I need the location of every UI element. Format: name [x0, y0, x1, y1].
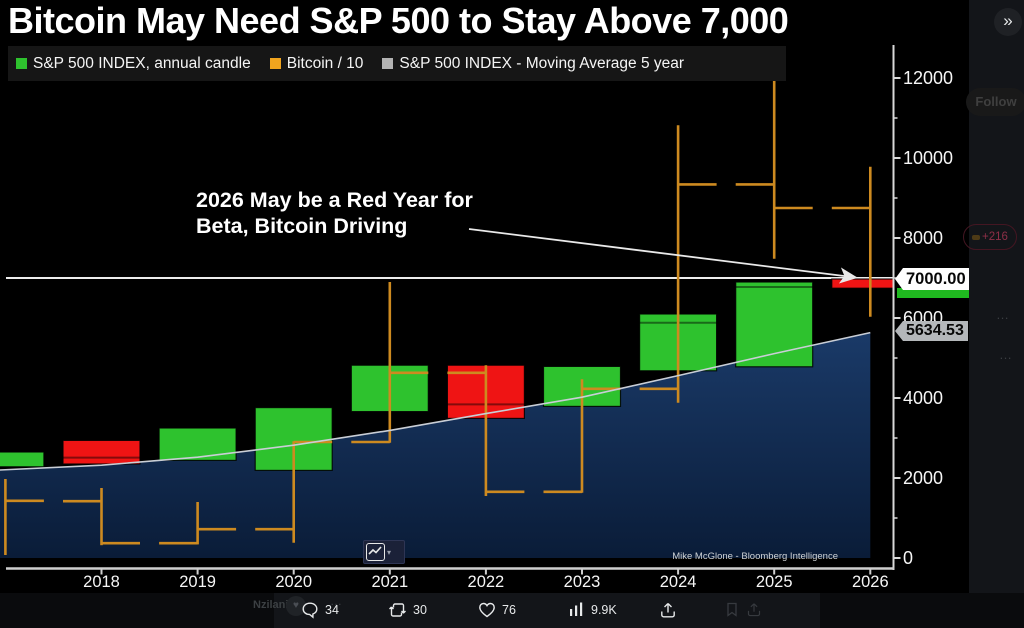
share-button-dimmed[interactable]: [746, 601, 762, 618]
legend-label: Bitcoin / 10: [286, 54, 364, 72]
username-fragment: Nzilani6: [253, 599, 295, 611]
annotation-arrow: [468, 228, 858, 284]
repost-icon: [389, 603, 406, 617]
more-options-icon[interactable]: …: [999, 347, 1013, 362]
next-image-button[interactable]: »: [994, 8, 1022, 36]
grok-badge-count: +216: [982, 231, 1008, 243]
sp500-candle-2018: [62, 439, 141, 465]
reply-button[interactable]: 34: [301, 601, 339, 619]
chart-annotation: 2026 May be a Red Year for Beta, Bitcoin…: [196, 187, 473, 239]
follow-button[interactable]: Follow: [966, 88, 1024, 116]
dimmed-page-bottom-strip: [0, 593, 1024, 628]
share-icon: [661, 603, 675, 618]
x-tick-label: 2019: [179, 573, 216, 591]
reply-count: 34: [325, 603, 339, 617]
bookmark-icon: [727, 602, 737, 617]
legend-item-bitcoin: Bitcoin / 10: [269, 54, 364, 73]
moving-average-line: [0, 331, 871, 471]
bookmark-button[interactable]: [724, 601, 740, 618]
chart-title: Bitcoin May Need S&P 500 to Stay Above 7…: [8, 0, 789, 41]
legend-label: S&P 500 INDEX, annual candle: [33, 54, 251, 72]
x-tick-label: 2021: [371, 573, 408, 591]
heart-icon: [479, 602, 495, 618]
x-tick-label: 2023: [564, 573, 601, 591]
legend-label: S&P 500 INDEX - Moving Average 5 year: [399, 54, 685, 72]
annotation-line-2: Beta, Bitcoin Driving: [196, 214, 408, 238]
y-tick-label: 10000: [903, 148, 953, 168]
y-tick-label: 2000: [903, 468, 943, 488]
chart-legend: S&P 500 INDEX, annual candle Bitcoin / 1…: [8, 46, 786, 81]
x-tick-label: 2018: [83, 573, 120, 591]
last-price-tag-green: [897, 288, 969, 298]
plot-area: [0, 53, 894, 558]
reply-bubble-icon: [302, 602, 318, 619]
sp500-candle-2025: [735, 281, 814, 368]
threshold-price-tag: 7000.00: [895, 268, 969, 290]
avatar: ♥: [286, 596, 306, 616]
legend-item-sp500-candle: S&P 500 INDEX, annual candle: [16, 55, 251, 73]
line-chart-icon: [366, 543, 385, 561]
share-icon: [747, 603, 761, 617]
x-tick-label: 2022: [468, 573, 505, 591]
chevron-down-icon[interactable]: ▾: [387, 547, 392, 557]
repost-button[interactable]: 30: [388, 601, 427, 619]
annotation-line-1: 2026 May be a Red Year for: [196, 188, 473, 212]
action-bar-panel: [274, 593, 820, 628]
y-tick-label: 0: [903, 548, 913, 568]
tweet-action-bar: 34 30 76 9.9K: [0, 594, 1024, 628]
grok-replies-badge[interactable]: +216: [963, 224, 1017, 250]
x-tick-label: 2020: [275, 573, 312, 591]
views-bars-icon: [570, 602, 583, 616]
bitcoin-ohlc-group: [4, 53, 872, 555]
repost-count: 30: [413, 603, 427, 617]
chevrons-right-icon: »: [1003, 11, 1013, 30]
y-tick-label: 4000: [903, 388, 943, 408]
green-swatch-icon: [16, 58, 27, 69]
gray-swatch-icon: [382, 58, 394, 69]
heart-logo-icon: ♥: [293, 600, 299, 611]
moving-average-price-tag: 5634.53: [895, 321, 968, 341]
like-button[interactable]: 76: [478, 601, 516, 619]
orange-swatch-icon: [269, 58, 281, 69]
share-button[interactable]: [659, 601, 677, 619]
x-tick-label: 2024: [660, 573, 697, 591]
views-button[interactable]: 9.9K: [568, 601, 617, 618]
more-options-icon[interactable]: …: [996, 307, 1010, 322]
chart-type-button[interactable]: ▾: [363, 540, 405, 564]
spark-icon: [972, 235, 981, 240]
y-tick-label: 12000: [903, 68, 953, 88]
legend-item-sp500-ma: S&P 500 INDEX - Moving Average 5 year: [382, 55, 684, 73]
y-tick-label: 8000: [903, 228, 943, 248]
x-tick-label: 2026: [852, 573, 889, 591]
chart-image: 0 2000 4000 6000 8000 10000 12000 2018 2019 2020 2…: [0, 0, 969, 593]
more-options-icon: …: [330, 594, 342, 608]
views-count: 9.9K: [591, 602, 617, 617]
like-count: 76: [502, 603, 516, 617]
x-tick-label: 2025: [756, 573, 793, 591]
sp500-candle-2019: [158, 427, 237, 462]
sp500-candle-2017: [0, 451, 45, 468]
chart-credit: Mike McGlone - Bloomberg Intelligence: [672, 551, 838, 562]
